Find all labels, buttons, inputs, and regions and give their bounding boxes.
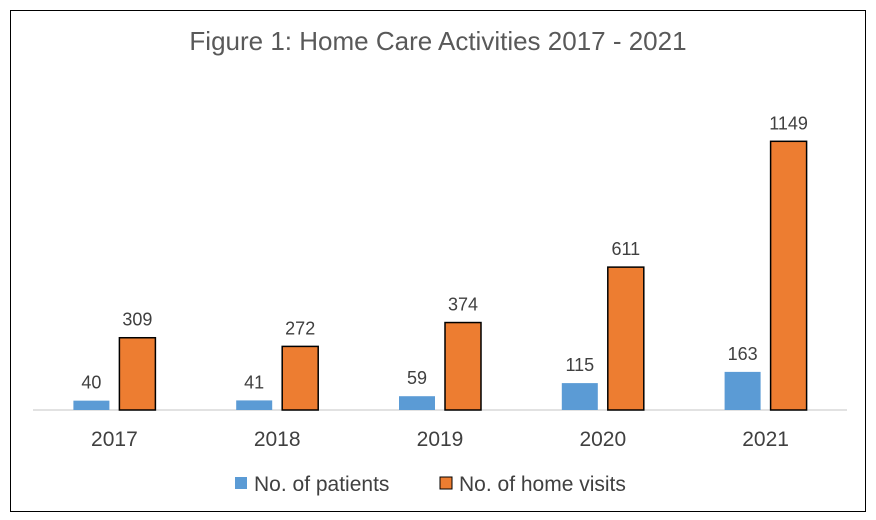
data-labels-group: 40 309 41 272 59 374 115 611 163 1149 [81,113,808,392]
data-label-home-visits-2019: 374 [448,295,478,315]
bar-home-visits-2020 [607,266,645,411]
data-label-home-visits-2017: 309 [122,310,152,330]
x-tick-label-2017: 2017 [91,428,138,451]
chart-frame [10,10,866,512]
x-tick-label-2019: 2019 [417,428,464,451]
bar-patients-2021 [724,371,761,410]
legend: No. of patients No. of home visits [235,473,626,496]
data-label-home-visits-2018: 272 [285,318,315,338]
bar-home-visits-2021 [769,140,808,411]
bar-patients-2018 [236,400,273,410]
data-label-patients-2020: 115 [565,355,594,375]
data-label-home-visits-2021: 1149 [769,113,808,133]
data-label-home-visits-2020: 611 [611,239,640,259]
chart-title: Figure 1: Home Care Activities 2017 - 20… [189,26,686,56]
legend-swatch-patients [235,477,247,489]
bar-patients-2020 [561,383,598,410]
legend-label-patients: No. of patients [254,473,389,496]
data-label-patients-2017: 40 [81,373,101,393]
bar-home-visits-2019 [444,321,482,411]
bars-group [73,140,808,411]
bar-patients-2017 [73,400,110,410]
x-tick-label-2020: 2020 [579,428,626,451]
x-tick-labels-group: 2017 2018 2019 2020 2021 [91,428,789,451]
data-label-patients-2021: 163 [728,344,758,364]
x-tick-label-2018: 2018 [254,428,301,451]
x-tick-label-2021: 2021 [742,428,789,451]
bar-home-visits-2017 [118,336,157,411]
bar-home-visits-2018 [281,345,319,411]
bar-patients-2019 [399,396,435,410]
data-label-patients-2019: 59 [407,368,427,388]
data-label-patients-2018: 41 [244,372,264,392]
legend-swatch-home-visits [439,476,453,490]
legend-label-home-visits: No. of home visits [459,473,626,496]
